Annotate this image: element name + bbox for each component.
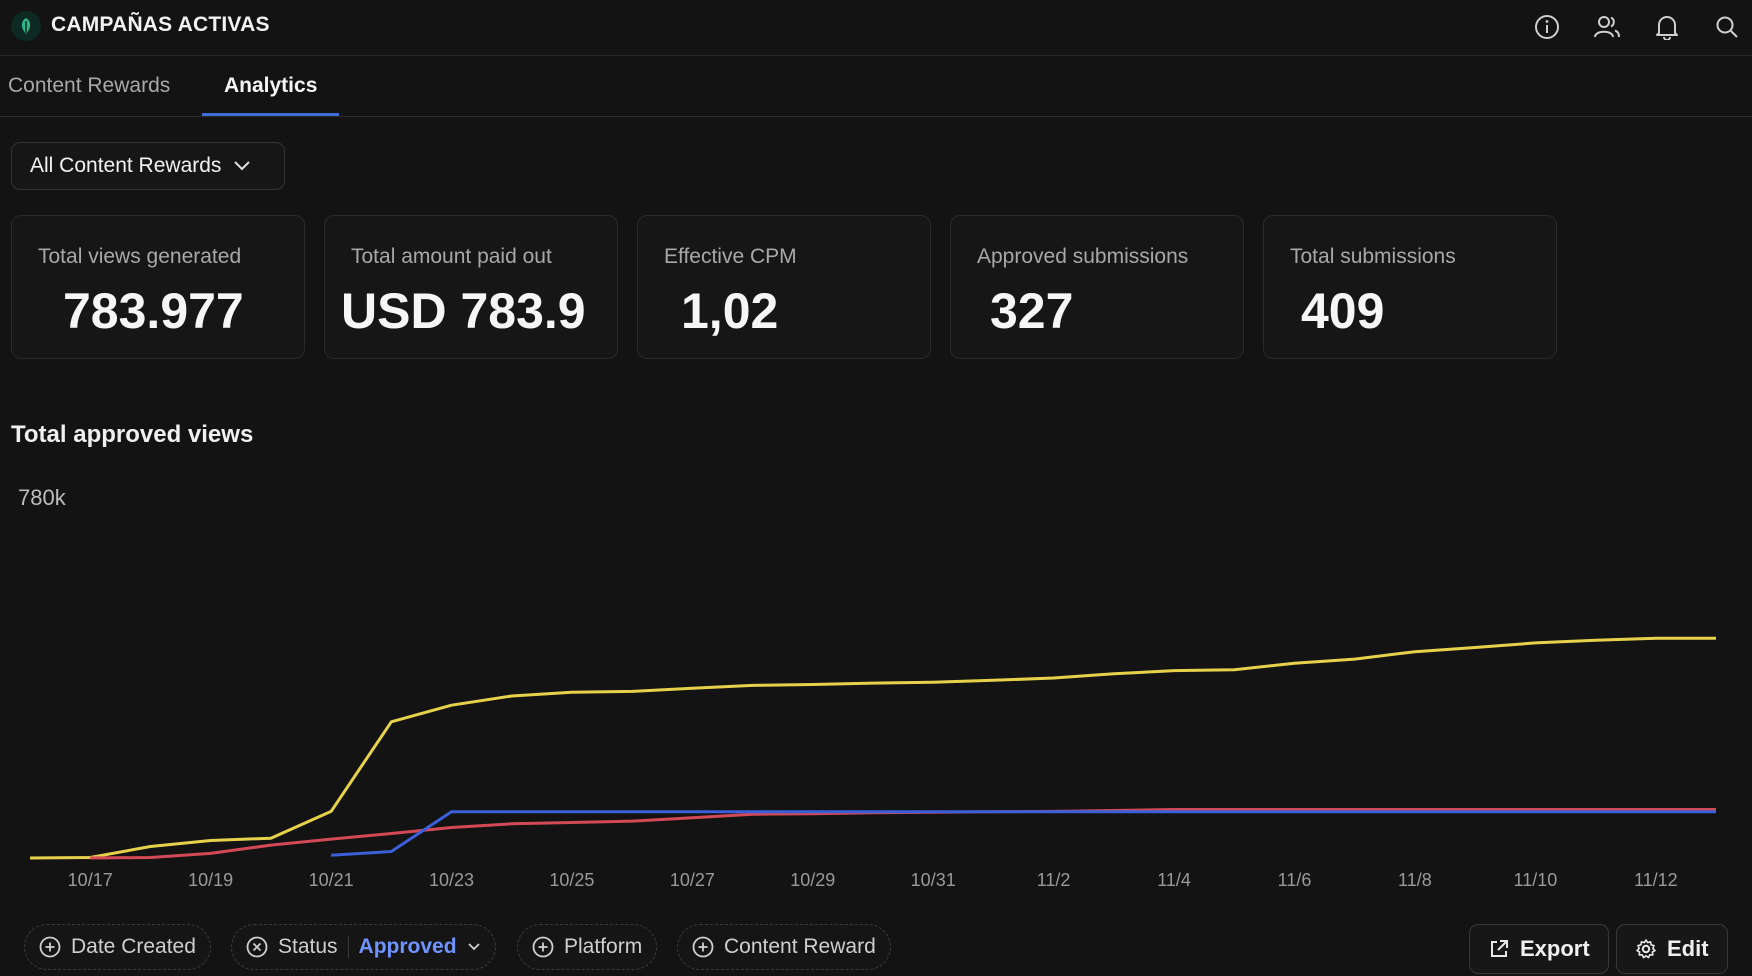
- stat-label: Approved submissions: [977, 245, 1189, 268]
- stat-card-approved-submissions: Approved submissions 327: [950, 215, 1244, 359]
- chart-title: Total approved views: [11, 421, 254, 448]
- info-button[interactable]: [1530, 10, 1564, 44]
- filter-separator: [347, 936, 349, 958]
- filter-label: Status: [278, 935, 338, 958]
- stat-value: 327: [990, 283, 1074, 339]
- chevron-down-icon: [234, 161, 251, 171]
- plus-circle-icon: [692, 936, 714, 958]
- filter-date-created[interactable]: Date Created: [24, 924, 211, 970]
- stat-value: 783.977: [63, 283, 244, 339]
- export-label: Export: [1520, 936, 1590, 961]
- stat-card-total-views: Total views generated 783.977: [11, 215, 305, 359]
- series-line-0: [29, 636, 1716, 860]
- users-icon: [1594, 16, 1620, 38]
- content-rewards-dropdown[interactable]: All Content Rewards: [11, 142, 285, 190]
- y-axis-tick: 780k: [18, 485, 67, 510]
- active-tab-indicator: [202, 113, 339, 116]
- x-axis-tick: 11/2: [1037, 870, 1071, 890]
- stat-card-total-submissions: Total submissions 409: [1263, 215, 1557, 359]
- stat-label: Total views generated: [38, 245, 242, 268]
- x-axis-tick: 11/4: [1157, 870, 1191, 890]
- plus-circle-icon: [39, 936, 61, 958]
- x-axis-tick: 10/31: [911, 870, 956, 890]
- filter-label: Date Created: [71, 935, 196, 958]
- filter-status-value: Approved: [358, 935, 457, 958]
- info-icon: [1535, 15, 1559, 39]
- gear-icon: [1636, 939, 1656, 959]
- x-axis-tick: 11/12: [1634, 870, 1678, 890]
- x-axis-tick: 10/29: [790, 870, 835, 890]
- x-axis-tick: 10/23: [429, 870, 474, 890]
- x-axis-tick: 11/8: [1398, 870, 1432, 890]
- filter-platform[interactable]: Platform: [517, 924, 658, 970]
- stat-label: Effective CPM: [664, 245, 797, 268]
- export-button[interactable]: Export: [1469, 924, 1609, 974]
- bell-icon: [1656, 16, 1678, 40]
- stat-card-total-paid: Total amount paid out USD 783.9: [324, 215, 618, 359]
- stat-label: Total submissions: [1290, 245, 1456, 268]
- x-axis-tick: 10/21: [309, 870, 354, 890]
- series-line-1: [90, 808, 1716, 860]
- chevron-down-icon: [467, 943, 480, 951]
- x-axis-tick: 11/10: [1514, 870, 1558, 890]
- x-axis-tick: 10/17: [68, 870, 113, 890]
- x-axis-tick: 10/19: [188, 870, 233, 890]
- edit-label: Edit: [1667, 936, 1709, 961]
- views-line-chart: 780k 10/17 10/19 10/21 10/23 10/25 10/27 10/29…: [18, 485, 1716, 890]
- x-axis-tick: 10/27: [670, 870, 715, 890]
- tab-bar: Content Rewards Analytics: [0, 57, 1752, 117]
- search-icon: [1716, 16, 1738, 38]
- filter-label: Platform: [564, 935, 643, 958]
- external-link-icon: [1491, 940, 1508, 957]
- plus-circle-icon: [532, 936, 554, 958]
- filter-bar: Date Created Status Approved Platform Co…: [0, 924, 1752, 976]
- app-title: CAMPAÑAS ACTIVAS: [51, 13, 270, 36]
- top-bar: CAMPAÑAS ACTIVAS: [0, 0, 1752, 56]
- app-logo[interactable]: [11, 11, 41, 41]
- stat-label: Total amount paid out: [351, 245, 552, 268]
- stat-card-effective-cpm: Effective CPM 1,02: [637, 215, 931, 359]
- tab-content-rewards[interactable]: Content Rewards: [8, 74, 171, 97]
- dropdown-label: All Content Rewards: [30, 154, 222, 177]
- notifications-button[interactable]: [1650, 10, 1684, 44]
- edit-button[interactable]: Edit: [1616, 924, 1728, 974]
- x-circle-icon[interactable]: [246, 936, 268, 958]
- filter-status[interactable]: Status Approved: [231, 924, 496, 970]
- filter-label: Content Reward: [724, 935, 876, 958]
- stat-value: 409: [1301, 283, 1385, 339]
- x-axis-tick: 11/6: [1278, 870, 1312, 890]
- tab-analytics[interactable]: Analytics: [224, 74, 318, 97]
- users-button[interactable]: [1590, 10, 1624, 44]
- stat-value: 1,02: [681, 283, 779, 339]
- stat-value: USD 783.9: [341, 283, 586, 339]
- x-axis-tick: 10/25: [549, 870, 594, 890]
- filter-content-reward[interactable]: Content Reward: [677, 924, 891, 970]
- search-button[interactable]: [1710, 10, 1744, 44]
- leaf-logo-icon: [21, 18, 31, 34]
- series-line-2: [331, 810, 1716, 857]
